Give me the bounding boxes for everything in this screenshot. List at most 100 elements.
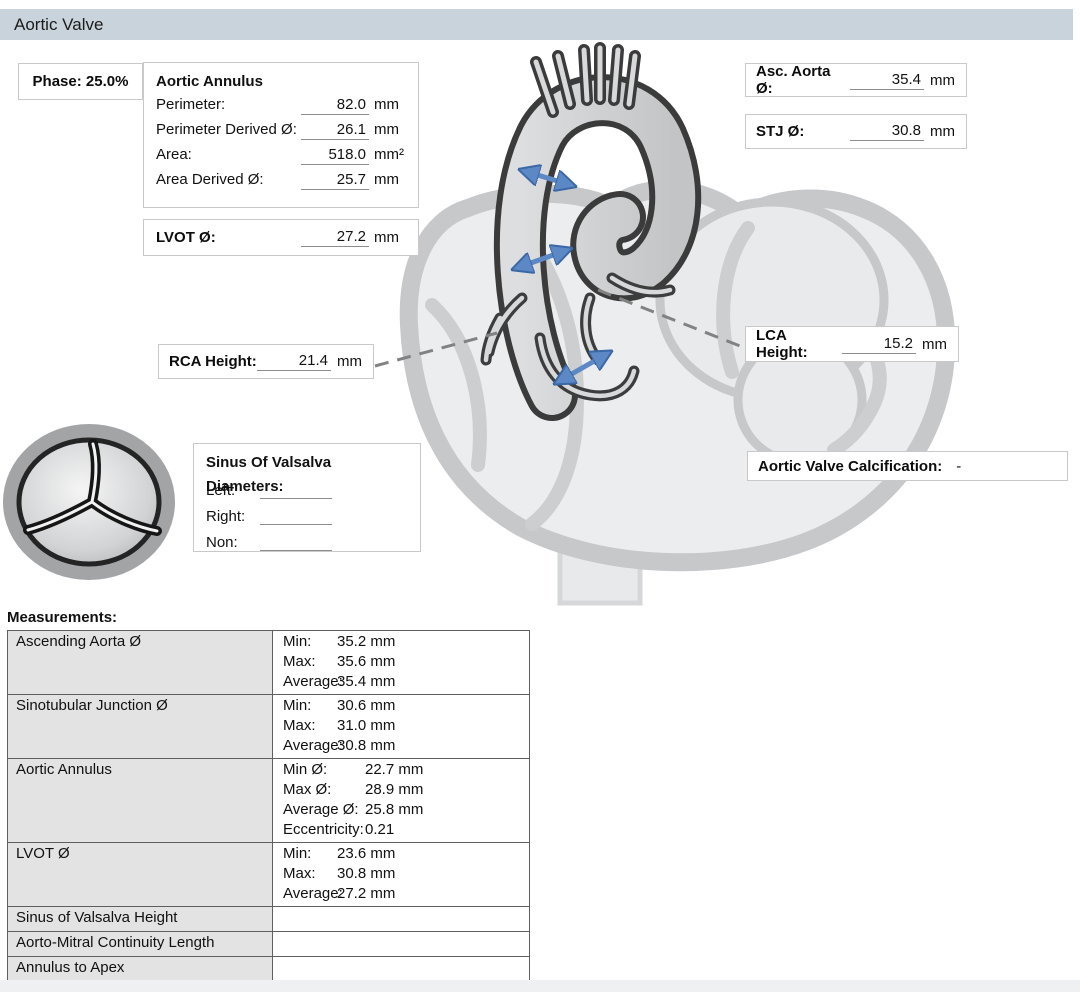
measurement-line: Max: 31.0 mm	[283, 716, 519, 736]
perimeter-derived-field[interactable]: 26.1	[301, 121, 369, 140]
line-label: Eccentricity:	[283, 821, 364, 838]
lca-height-box: LCA Height: 15.2 mm	[745, 326, 959, 362]
row-name: Sinotubular Junction Ø	[8, 695, 273, 758]
rca-height-unit: mm	[337, 353, 362, 370]
perimeter-label: Perimeter:	[156, 96, 226, 113]
stj-arrow	[514, 249, 570, 269]
line-value: 25.8 mm	[365, 801, 424, 818]
area-field[interactable]: 518.0	[301, 146, 369, 165]
line-value: 22.7 mm	[365, 761, 424, 778]
area-derived-field[interactable]: 25.7	[301, 171, 369, 190]
phase-box: Phase: 25.0%	[18, 63, 143, 100]
section-header: Aortic Valve	[0, 9, 1073, 40]
aortic-annulus-box: Aortic Annulus Perimeter: 82.0 mm Perime…	[143, 62, 419, 208]
sinus-of-valsalva-box: Sinus Of Valsalva Diameters: Left: Right…	[193, 443, 421, 552]
line-value: 0.21	[365, 821, 395, 838]
perimeter-derived-row: Perimeter Derived Ø: 26.1 mm	[156, 121, 408, 146]
measurement-line: Max: 30.8 mm	[283, 864, 519, 884]
measurement-line: Min Ø: 22.7 mm	[283, 760, 519, 780]
lvot-field[interactable]: 27.2	[301, 228, 369, 247]
row-values: Min: 30.6 mm Max: 31.0 mm Average: 30.8 mm	[273, 695, 529, 758]
perimeter-unit: mm	[374, 96, 399, 113]
sinus-title: Sinus Of Valsalva Diameters:	[206, 454, 332, 495]
bottom-divider-strip	[0, 980, 1080, 992]
stj-field[interactable]: 30.8	[850, 122, 924, 141]
stj-unit: mm	[930, 123, 955, 140]
line-value: 28.9 mm	[365, 781, 424, 798]
heart-body-shape	[399, 180, 956, 572]
phase-label: Phase: 25.0%	[32, 73, 129, 90]
row-values: Min: 35.2 mm Max: 35.6 mm Average: 35.4 mm	[273, 631, 529, 694]
lca-connector-line	[597, 288, 746, 350]
valve-commissures	[23, 439, 162, 536]
lvot-box: LVOT Ø: 27.2 mm	[143, 219, 419, 256]
area-derived-label: Area Derived Ø:	[156, 171, 264, 188]
calcification-label: Aortic Valve Calcification:	[758, 457, 943, 475]
asc-aorta-arrow	[521, 170, 574, 186]
valve-lumen	[16, 437, 162, 567]
line-value: 35.2 mm	[337, 633, 396, 650]
area-row: Area: 518.0 mm²	[156, 146, 408, 171]
measurements-title: Measurements:	[7, 609, 118, 626]
inferior-vessel-shape	[557, 512, 643, 606]
row-values	[273, 907, 529, 931]
perimeter-field[interactable]: 82.0	[301, 96, 369, 115]
line-value: 35.6 mm	[337, 653, 396, 670]
aortic-annulus-title: Aortic Annulus	[156, 73, 263, 90]
stj-box: STJ Ø: 30.8 mm	[745, 114, 967, 149]
measurement-line: Average: 35.4 mm	[283, 672, 519, 692]
line-value: 35.4 mm	[337, 673, 396, 690]
measurement-line: Average: 30.8 mm	[283, 736, 519, 756]
perimeter-derived-label: Perimeter Derived Ø:	[156, 121, 297, 138]
table-row: Ascending Aorta Ø Min: 35.2 mm Max: 35.6 m…	[8, 631, 529, 694]
measurement-line: Max: 35.6 mm	[283, 652, 519, 672]
area-derived-row: Area Derived Ø: 25.7 mm	[156, 171, 408, 196]
table-row: LVOT Ø Min: 23.6 mm Max: 30.8 mm Average: 2…	[8, 842, 529, 906]
measurement-arrows	[514, 170, 610, 383]
line-label: Max Ø:	[283, 781, 332, 798]
line-value: 27.2 mm	[337, 885, 396, 902]
line-value: 31.0 mm	[337, 717, 396, 734]
lca-height-field[interactable]: 15.2	[842, 335, 916, 354]
page-title: Aortic Valve	[14, 15, 104, 34]
asc-aorta-label: Asc. Aorta Ø:	[756, 63, 831, 97]
sinus-right-field[interactable]	[260, 508, 332, 525]
asc-aorta-box: Asc. Aorta Ø: 35.4 mm	[745, 63, 967, 97]
line-label: Max:	[283, 653, 316, 670]
line-label: Min Ø:	[283, 761, 328, 778]
perimeter-derived-unit: mm	[374, 121, 399, 138]
measurement-line: Max Ø: 28.9 mm	[283, 780, 519, 800]
table-row: Aortic Annulus Min Ø: 22.7 mm Max Ø: 28.9 …	[8, 758, 529, 842]
calcification-box: Aortic Valve Calcification: -	[747, 451, 1068, 481]
measurement-line: Eccentricity: 0.21	[283, 820, 519, 840]
measurement-line: Min: 30.6 mm	[283, 696, 519, 716]
line-value: 23.6 mm	[337, 845, 396, 862]
row-name: LVOT Ø	[8, 843, 273, 906]
annulus-arrow	[556, 352, 610, 383]
row-values	[273, 957, 529, 981]
line-label: Average:	[283, 885, 343, 902]
sinus-non-field[interactable]	[260, 534, 332, 551]
line-label: Min:	[283, 845, 312, 862]
valve-outer-ring	[3, 424, 175, 580]
rca-height-field[interactable]: 21.4	[257, 352, 331, 371]
measurement-line: Average: 27.2 mm	[283, 884, 519, 904]
lvot-unit: mm	[374, 229, 399, 246]
stj-label: STJ Ø:	[756, 123, 805, 140]
calcification-value: -	[956, 457, 962, 475]
sinus-right-row: Right:	[206, 503, 410, 529]
line-label: Average:	[283, 673, 343, 690]
table-row: Sinus of Valsalva Height	[8, 906, 529, 931]
line-label: Min:	[283, 633, 312, 650]
arch-branch-vessels	[530, 42, 641, 118]
line-label: Max:	[283, 865, 316, 882]
table-row: Aorto-Mitral Continuity Length	[8, 931, 529, 956]
asc-aorta-field[interactable]: 35.4	[850, 71, 924, 90]
asc-aorta-unit: mm	[930, 71, 955, 89]
lca-height-label: LCA Height:	[756, 327, 808, 361]
line-label: Max:	[283, 717, 316, 734]
sinus-left-field[interactable]	[260, 482, 332, 499]
line-label: Average:	[283, 737, 343, 754]
row-values: Min Ø: 22.7 mm Max Ø: 28.9 mm Average Ø: 25…	[273, 759, 529, 842]
